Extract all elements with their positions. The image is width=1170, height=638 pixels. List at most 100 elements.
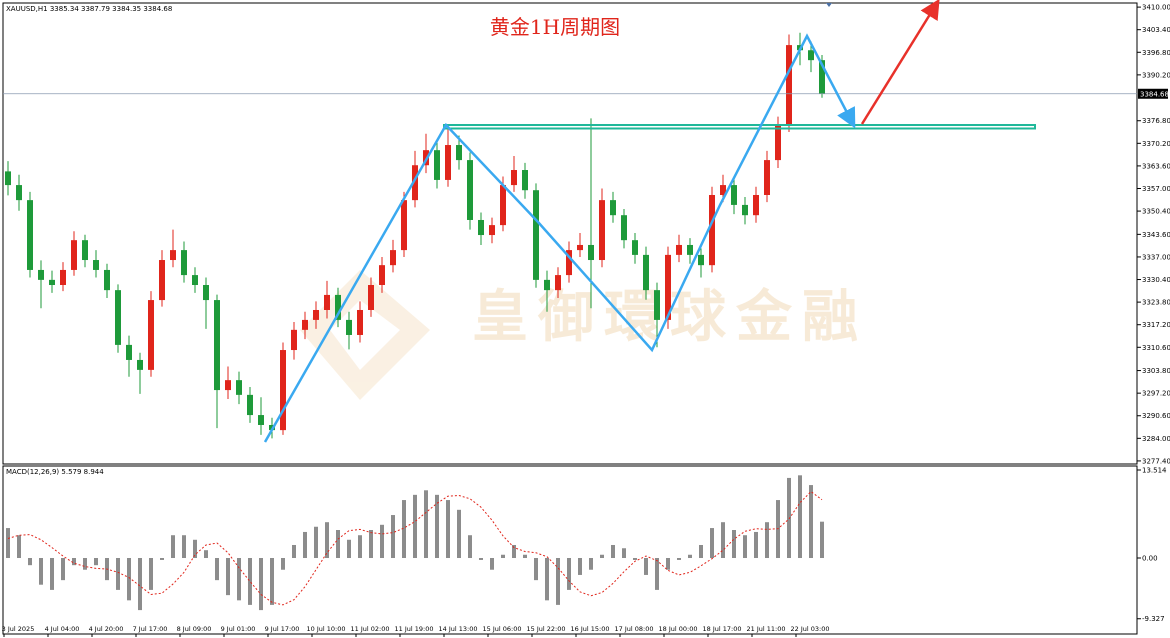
candle-body <box>324 294 330 310</box>
candle-body <box>533 190 539 280</box>
candle-body <box>225 380 231 391</box>
candle-body <box>599 200 605 261</box>
macd-bar <box>391 515 395 559</box>
macd-bar <box>116 558 120 590</box>
macd-bar <box>666 558 670 570</box>
macd-bar <box>50 558 54 590</box>
y-tick-label: -9.327 <box>1142 615 1165 623</box>
x-tick-label: 10 Jul 10:00 <box>307 625 346 633</box>
macd-bar <box>314 526 318 559</box>
macd-bar <box>633 558 637 560</box>
x-tick-label: 14 Jul 13:00 <box>439 625 478 633</box>
candle-body <box>753 194 759 216</box>
candle-body <box>676 244 682 255</box>
y-tick-label: 3323.80 <box>1142 299 1170 307</box>
main-panel-frame <box>2 2 1138 465</box>
candle-body <box>401 200 407 251</box>
macd-bar <box>303 531 307 559</box>
candle-body <box>49 279 55 286</box>
macd-bar <box>325 522 329 559</box>
macd-bar <box>259 558 263 611</box>
macd-bar <box>765 522 769 559</box>
candle-body <box>764 160 770 195</box>
target-arrow <box>860 0 940 125</box>
candle-body <box>555 275 561 291</box>
candle-body <box>522 170 528 191</box>
y-tick-label: 3357.00 <box>1142 185 1170 193</box>
macd-bar <box>710 528 714 559</box>
macd-bar <box>215 558 219 581</box>
macd-bar <box>413 494 417 559</box>
macd-bar <box>336 530 340 559</box>
candle-body <box>357 309 363 335</box>
macd-bar <box>589 558 593 570</box>
macd-bar <box>28 558 32 566</box>
macd-bar <box>204 550 208 559</box>
y-tick-label: 3390.20 <box>1142 71 1170 79</box>
x-tick-label: 17 Jul 08:00 <box>615 625 654 633</box>
symbol-info: XAUUSD,H1 3385.34 3387.79 3384.35 3384.6… <box>6 5 172 13</box>
macd-panel-frame <box>2 465 1138 635</box>
last-price-box <box>1138 88 1168 99</box>
macd-bar <box>567 558 571 590</box>
x-tick-label: 4 Jul 04:00 <box>45 625 80 633</box>
candle-body <box>709 194 715 266</box>
macd-bar <box>446 500 450 559</box>
candle-body <box>93 260 99 270</box>
macd-bar <box>512 544 516 559</box>
candle-body <box>698 254 704 266</box>
candle-body <box>434 150 440 180</box>
macd-bar <box>138 558 142 611</box>
macd-bar <box>655 558 659 590</box>
candle-body <box>665 254 671 320</box>
macd-bar <box>600 554 604 559</box>
candle-body <box>16 185 22 201</box>
y-tick-label: 3337.00 <box>1142 253 1170 261</box>
x-tick-label: 9 Jul 01:00 <box>221 625 256 633</box>
candle-body <box>71 240 77 270</box>
candle-body <box>5 171 11 186</box>
y-tick-label: 3350.40 <box>1142 208 1170 216</box>
candle-body <box>137 359 143 370</box>
candle-body <box>731 185 737 205</box>
candle-body <box>313 309 319 320</box>
macd-bar <box>732 530 736 559</box>
candle-body <box>60 269 66 286</box>
macd-bar <box>534 558 538 581</box>
macd-bar <box>270 558 274 605</box>
candle-body <box>27 200 33 270</box>
macd-bar <box>182 535 186 559</box>
wave-arrow <box>263 33 856 443</box>
macd-bar <box>490 558 494 570</box>
macd-bar <box>809 485 813 559</box>
macd-bar <box>644 558 648 575</box>
macd-bar <box>94 558 98 566</box>
candle-body <box>203 285 209 301</box>
macd-bar <box>787 477 791 559</box>
macd-bar <box>501 554 505 559</box>
y-tick-label: 0.00 <box>1142 555 1158 563</box>
y-tick-label: 3284.00 <box>1142 435 1170 443</box>
macd-bar <box>347 539 351 559</box>
y-tick-label: 3290.60 <box>1142 412 1170 420</box>
x-tick-label: 22 Jul 03:00 <box>791 625 830 633</box>
macd-bar <box>237 558 241 601</box>
x-tick-label: 3 Jul 2025 <box>2 625 35 633</box>
x-tick-label: 4 Jul 20:00 <box>89 625 124 633</box>
x-tick-label: 11 Jul 02:00 <box>351 625 390 633</box>
candle-body <box>511 170 517 186</box>
candle-body <box>632 240 638 255</box>
macd-bar <box>149 558 153 590</box>
y-tick-label: 3343.60 <box>1142 231 1170 239</box>
x-tick-label: 18 Jul 00:00 <box>659 625 698 633</box>
y-tick-label: 3403.40 <box>1142 26 1170 34</box>
candle-body <box>819 60 825 94</box>
macd-bar <box>61 558 65 581</box>
macd-bar <box>523 554 527 559</box>
candle-body <box>445 145 451 180</box>
x-tick-label: 11 Jul 19:00 <box>395 625 434 633</box>
macd-bar <box>611 544 615 559</box>
macd-bar <box>798 475 802 559</box>
candle-body <box>643 254 649 291</box>
